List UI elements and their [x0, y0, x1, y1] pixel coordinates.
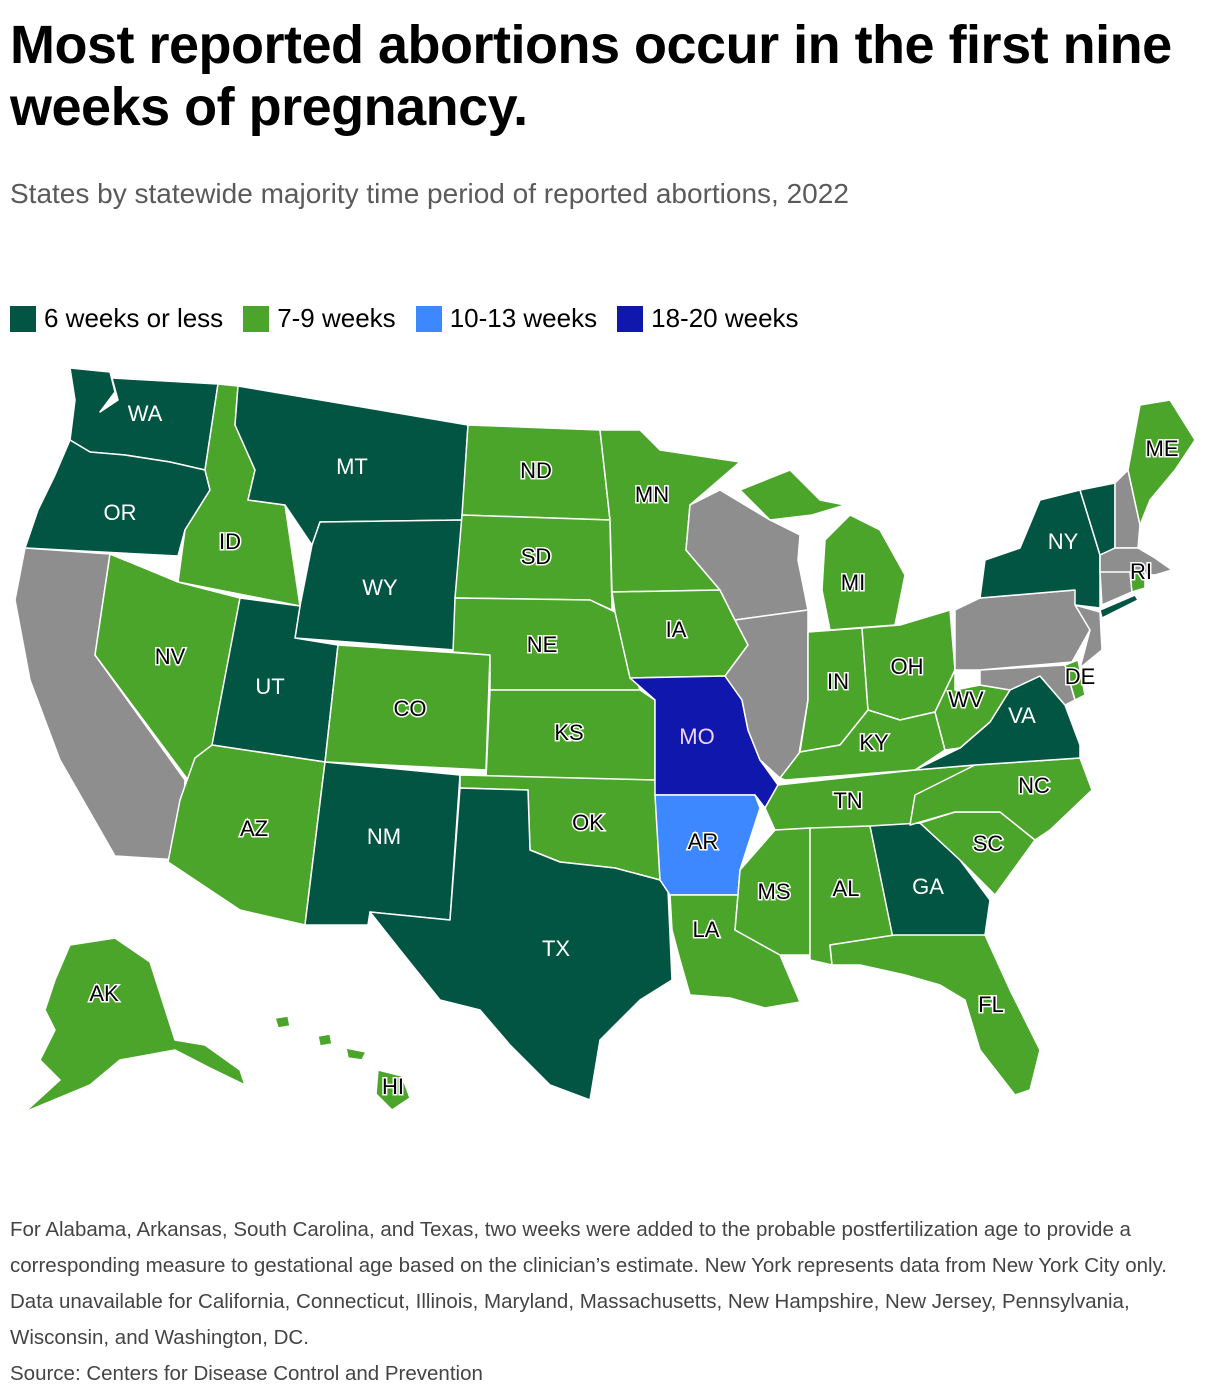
legend-swatch-18-20-weeks: [617, 305, 644, 332]
label-RI: RI: [1130, 559, 1152, 584]
label-AZ: AZ: [240, 816, 268, 841]
label-TX: TX: [542, 936, 570, 961]
chart-title: Most reported abortions occur in the fir…: [10, 15, 1172, 137]
state-WI[interactable]: [685, 489, 809, 621]
legend-label-18-20-weeks: 18-20 weeks: [651, 303, 799, 333]
label-NV: NV: [155, 644, 186, 669]
label-DE: DE: [1065, 664, 1096, 689]
legend-swatch-6-weeks: [10, 305, 36, 332]
label-KS: KS: [554, 720, 583, 745]
state-HI[interactable]: [274, 1015, 411, 1111]
state-DE[interactable]: [1064, 659, 1086, 701]
label-SC: SC: [973, 831, 1004, 856]
source-text: Source: Centers for Disease Control and …: [10, 1362, 483, 1385]
label-ID: ID: [219, 529, 241, 554]
label-UT: UT: [255, 674, 284, 699]
label-MI: MI: [841, 570, 865, 595]
label-OH: OH: [891, 654, 924, 679]
label-ND: ND: [520, 458, 552, 483]
label-IA: IA: [666, 617, 687, 642]
label-NC: NC: [1018, 773, 1050, 798]
label-VA: VA: [1008, 703, 1036, 728]
label-CO: CO: [394, 696, 427, 721]
legend-item-6-weeks: 6 weeks or less: [10, 303, 223, 334]
legend-item-10-13-weeks: 10-13 weeks: [415, 303, 598, 334]
legend-item-7-9-weeks: 7-9 weeks: [243, 303, 396, 334]
state-ME[interactable]: [1127, 399, 1196, 526]
legend-label-7-9-weeks: 7-9 weeks: [277, 303, 396, 333]
state-RI[interactable]: [1129, 571, 1146, 593]
footnote-text: For Alabama, Arkansas, South Carolina, a…: [10, 1218, 1167, 1349]
state-AK[interactable]: [24, 937, 246, 1113]
footnote-block: For Alabama, Arkansas, South Carolina, a…: [10, 1212, 1200, 1392]
legend: 6 weeks or less 7-9 weeks 10-13 weeks 18…: [10, 303, 799, 334]
label-MT: MT: [336, 454, 368, 479]
label-AR: AR: [688, 829, 719, 854]
label-SD: SD: [521, 544, 552, 569]
label-WA: WA: [128, 401, 163, 426]
label-OK: OK: [572, 810, 604, 835]
label-OR: OR: [104, 500, 137, 525]
label-LA: LA: [693, 917, 720, 942]
label-HI: HI: [382, 1074, 404, 1099]
state-PA[interactable]: [954, 589, 1091, 671]
label-TN: TN: [833, 788, 862, 813]
state-MI[interactable]: [739, 469, 906, 631]
label-NM: NM: [367, 824, 401, 849]
label-GA: GA: [912, 874, 944, 899]
state-NH[interactable]: [1114, 469, 1141, 549]
label-NY: NY: [1048, 529, 1079, 554]
state-FL[interactable]: [829, 934, 1041, 1096]
chart-subtitle: States by statewide majority time period…: [10, 178, 849, 209]
label-MO: MO: [679, 724, 714, 749]
label-KY: KY: [859, 730, 889, 755]
label-ME: ME: [1146, 436, 1179, 461]
legend-item-18-20-weeks: 18-20 weeks: [617, 303, 799, 334]
label-IN: IN: [827, 669, 849, 694]
label-AL: AL: [833, 876, 860, 901]
label-MN: MN: [635, 482, 669, 507]
legend-swatch-10-13-weeks: [415, 305, 442, 332]
label-NE: NE: [527, 632, 558, 657]
state-TX[interactable]: [369, 787, 673, 1101]
label-WY: WY: [362, 575, 398, 600]
label-WV: WV: [948, 687, 984, 712]
label-AK: AK: [89, 981, 119, 1006]
label-FL: FL: [978, 992, 1004, 1017]
legend-label-6-weeks: 6 weeks or less: [44, 303, 224, 333]
legend-swatch-7-9-weeks: [243, 305, 270, 332]
us-states-map: WA OR MT ID WY NV UT CO AZ NM ND SD NE K…: [14, 367, 1196, 1113]
state-NJ[interactable]: [1074, 604, 1103, 669]
legend-label-10-13-weeks: 10-13 weeks: [449, 303, 598, 333]
label-MS: MS: [758, 879, 791, 904]
